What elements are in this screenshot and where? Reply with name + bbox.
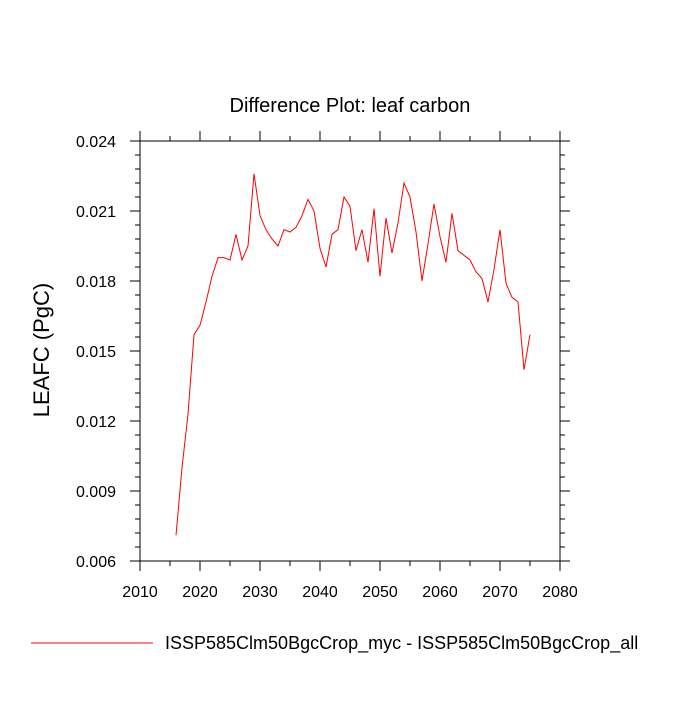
x-tick-label: 2070 xyxy=(482,584,518,601)
series-group xyxy=(176,174,530,536)
y-tick-label: 0.021 xyxy=(76,204,116,221)
legend-label: ISSP585Clm50BgcCrop_myc - ISSP585Clm50Bg… xyxy=(165,633,638,654)
y-tick-label: 0.024 xyxy=(76,134,116,151)
y-axis-label: LEAFC (PgC) xyxy=(29,283,54,417)
axis-ticks xyxy=(130,131,570,571)
x-tick-label: 2030 xyxy=(242,584,278,601)
x-tick-label: 2060 xyxy=(422,584,458,601)
legend: ISSP585Clm50BgcCrop_myc - ISSP585Clm50Bg… xyxy=(31,633,638,654)
chart-title: Difference Plot: leaf carbon xyxy=(230,95,471,117)
y-tick-label: 0.012 xyxy=(76,414,116,431)
x-tick-label: 2050 xyxy=(362,584,398,601)
y-tick-label: 0.009 xyxy=(76,484,116,501)
x-tick-label: 2080 xyxy=(542,584,578,601)
axis-tick-labels: 2010 2020 2030 2040 2050 2060 2070 2080 0.006 0.0… xyxy=(76,134,578,601)
y-tick-label: 0.018 xyxy=(76,274,116,291)
plot-area-border xyxy=(140,141,560,561)
x-tick-label: 2020 xyxy=(182,584,218,601)
y-tick-label: 0.015 xyxy=(76,344,116,361)
y-tick-label: 0.006 xyxy=(76,554,116,571)
x-tick-label: 2010 xyxy=(122,584,158,601)
series-line-0 xyxy=(176,174,530,536)
x-tick-label: 2040 xyxy=(302,584,338,601)
plot-frame xyxy=(140,141,560,561)
